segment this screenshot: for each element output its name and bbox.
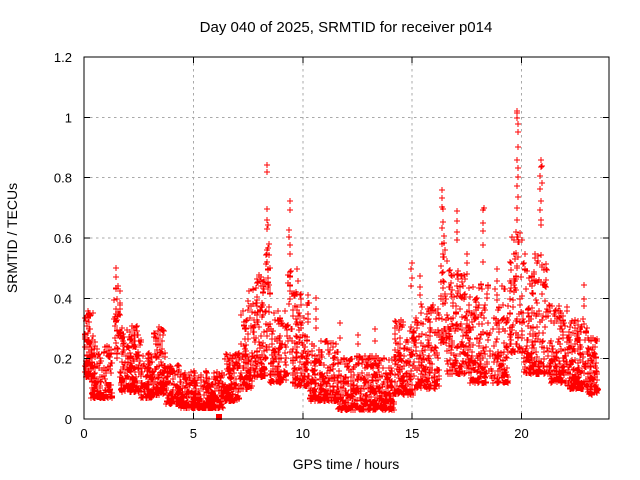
y-tick-label: 1 bbox=[65, 110, 72, 125]
y-tick-label: 0.6 bbox=[54, 231, 72, 246]
x-tick-label: 15 bbox=[405, 426, 419, 441]
scatter-points-layer bbox=[82, 108, 601, 420]
scatter-points bbox=[82, 108, 601, 413]
filled-square-point bbox=[216, 414, 222, 420]
x-tick-label: 0 bbox=[80, 426, 87, 441]
x-tick-label: 20 bbox=[514, 426, 528, 441]
x-axis-label: GPS time / hours bbox=[293, 456, 400, 472]
y-tick-label: 0.2 bbox=[54, 352, 72, 367]
axis-ticks bbox=[83, 56, 609, 420]
tick-labels: 0 5 10 15 20 0 0.2 0.4 0.6 0.8 1 1.2 bbox=[54, 50, 529, 441]
chart-title: Day 040 of 2025, SRMTID for receiver p01… bbox=[200, 19, 493, 36]
x-tick-label: 10 bbox=[296, 426, 310, 441]
y-tick-label: 0.8 bbox=[54, 171, 72, 186]
y-tick-label: 0.4 bbox=[54, 291, 72, 306]
y-axis-label: SRMTID / TECUs bbox=[4, 183, 20, 293]
y-tick-label: 0 bbox=[65, 412, 72, 427]
x-tick-label: 5 bbox=[190, 426, 197, 441]
y-tick-label: 1.2 bbox=[54, 50, 72, 65]
